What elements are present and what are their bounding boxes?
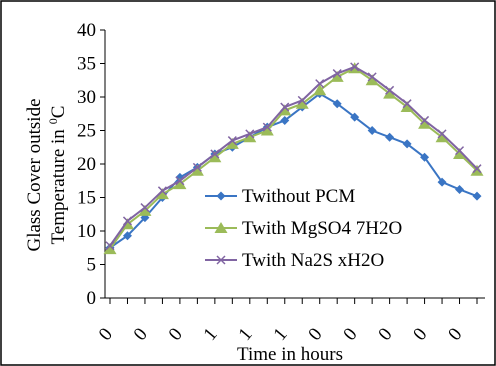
point	[225, 137, 239, 149]
point	[453, 147, 467, 159]
y-tick-label: 10	[77, 221, 96, 242]
point	[280, 115, 290, 125]
point	[402, 139, 412, 149]
point	[155, 188, 169, 200]
y-tick-label: 5	[87, 255, 97, 276]
point	[175, 176, 185, 186]
point	[157, 186, 167, 196]
point	[260, 124, 274, 136]
point	[350, 62, 360, 72]
point	[278, 104, 292, 116]
point	[472, 164, 482, 174]
point	[472, 191, 482, 201]
point	[332, 69, 342, 79]
point	[435, 131, 449, 143]
point	[295, 97, 309, 109]
point	[385, 85, 395, 95]
point	[437, 177, 447, 187]
y-label-sup: 0	[46, 118, 60, 124]
point	[297, 95, 307, 105]
point	[280, 102, 290, 112]
point	[420, 152, 430, 162]
y-label-unit: C	[48, 106, 69, 119]
point	[122, 216, 133, 226]
point	[437, 129, 447, 139]
point	[383, 87, 397, 99]
y-label-text: Temperature in	[48, 129, 69, 245]
point	[122, 231, 132, 241]
y-label: Temperature in 0C	[46, 106, 69, 245]
point	[455, 184, 465, 194]
point	[313, 84, 327, 96]
point	[245, 129, 255, 139]
y-tick-label: 25	[77, 121, 96, 142]
point	[208, 151, 222, 163]
point	[140, 203, 150, 213]
point	[420, 115, 430, 125]
point	[315, 79, 325, 89]
point	[216, 191, 226, 201]
point	[330, 70, 344, 82]
point	[105, 241, 115, 251]
point	[173, 178, 187, 190]
series-line	[109, 92, 478, 249]
point	[365, 74, 379, 86]
y-tick-label: 0	[87, 288, 97, 309]
point	[138, 204, 152, 216]
point	[262, 122, 272, 132]
point	[103, 243, 117, 255]
legend-label: Twith MgSO4 7H2O	[242, 218, 402, 239]
point	[332, 99, 342, 109]
y-tick-label: 20	[77, 154, 96, 175]
y-tick-label: 15	[77, 188, 96, 209]
point	[418, 117, 432, 129]
point	[216, 255, 226, 265]
point	[350, 112, 360, 122]
point	[227, 136, 237, 146]
x-label: Time in hours	[237, 344, 343, 365]
point	[192, 162, 202, 172]
y-tick-label: 30	[77, 87, 96, 108]
y-label: Glass Cover outside	[24, 98, 45, 251]
point	[214, 222, 228, 233]
point	[400, 101, 414, 113]
point	[385, 132, 395, 142]
y-tick-label: 35	[77, 54, 96, 75]
series-line	[109, 65, 478, 247]
point	[367, 126, 377, 135]
legend-label: Twith Na2S xH2O	[242, 250, 384, 271]
point	[190, 164, 204, 176]
point	[454, 146, 465, 156]
point	[243, 131, 257, 143]
legend-label: Twithout PCM	[242, 186, 355, 207]
point	[402, 99, 412, 109]
point	[210, 149, 220, 159]
series-line	[109, 67, 478, 250]
point	[367, 72, 377, 82]
y-tick-label: 40	[77, 20, 96, 41]
